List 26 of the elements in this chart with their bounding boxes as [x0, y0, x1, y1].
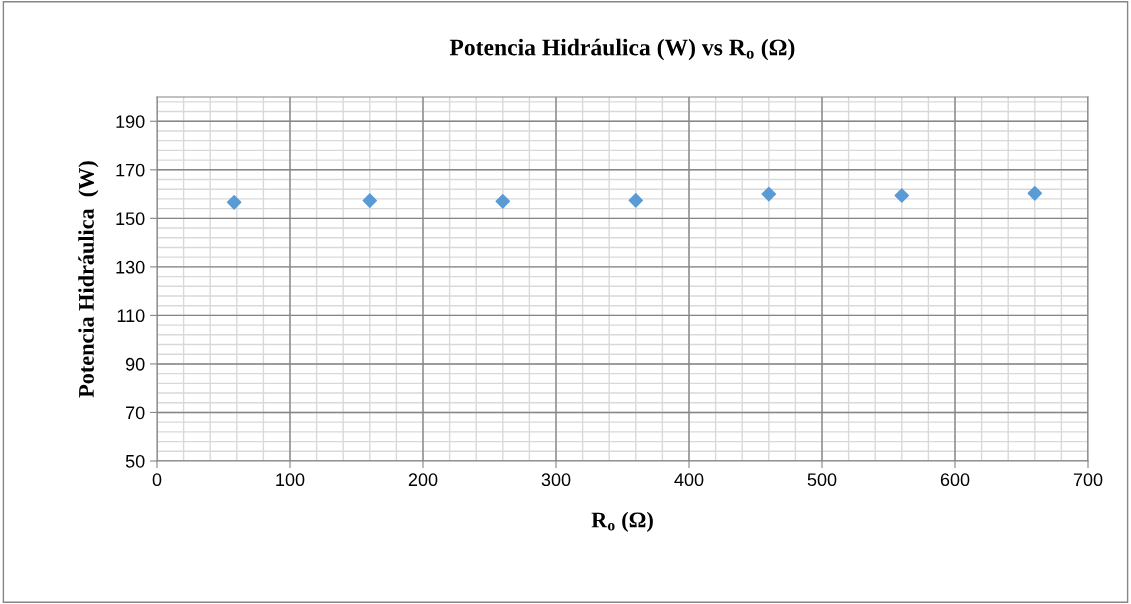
- point: [894, 188, 910, 203]
- x-tick-label: 400: [674, 473, 704, 487]
- y-tick-label: 130: [116, 260, 145, 274]
- point: [628, 193, 644, 208]
- point: [495, 194, 511, 209]
- y-tick-label: 50: [125, 454, 145, 468]
- x-tick-label: 300: [541, 473, 571, 487]
- x-axis-title: R$_{o}$ (Ω): [591, 511, 653, 533]
- point: [362, 193, 378, 208]
- x-tick-label: 100: [276, 473, 305, 487]
- point: [1027, 186, 1043, 201]
- y-tick-label: 150: [116, 212, 145, 226]
- point: [226, 195, 242, 210]
- chart-title: Potencia Hidráulica (W) vs R$_{o}$ (Ω): [449, 38, 795, 61]
- x-tick-label: 700: [1073, 473, 1103, 487]
- y-tick-label: 170: [116, 163, 145, 177]
- y-tick-label: 90: [125, 357, 145, 371]
- y-tick-label: 110: [117, 309, 145, 323]
- x-tick-label: 0: [152, 473, 162, 487]
- x-tick-label: 600: [940, 473, 970, 487]
- point: [761, 186, 777, 202]
- x-tick-label: 500: [807, 473, 837, 487]
- y-tick-label: 190: [116, 115, 145, 128]
- y-axis-title: Potencia Hidráulica (W): [78, 161, 99, 398]
- x-tick-label: 200: [408, 473, 438, 487]
- y-tick-label: 70: [126, 406, 145, 420]
